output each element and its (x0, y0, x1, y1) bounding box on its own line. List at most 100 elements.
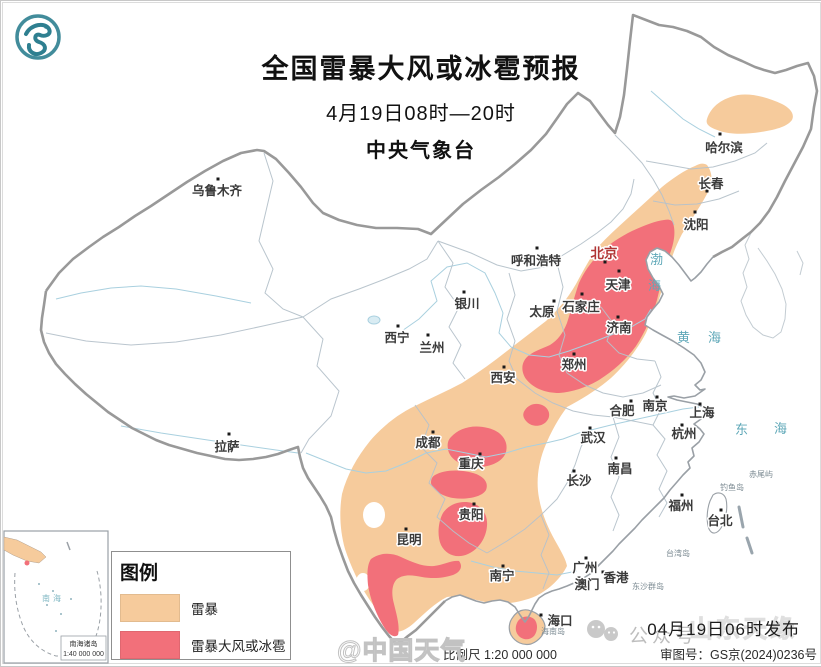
city-marker: 沈阳 (682, 210, 710, 234)
city-marker: 合肥 (608, 399, 636, 420)
city-marker: 澳门 (573, 576, 601, 594)
city-dot (227, 432, 231, 436)
wechat-account-watermark: 公众号 (629, 626, 699, 647)
city-dot (472, 502, 476, 506)
city-label: 南昌 (607, 461, 632, 476)
city-dot (216, 177, 220, 181)
sea-label: 海 (648, 278, 662, 293)
coastline (444, 247, 714, 623)
city-label: 合肥 (609, 403, 635, 418)
city-label: 呼和浩特 (511, 253, 562, 268)
city-marker: 杭州 (670, 423, 698, 443)
release-time: 04月19日06时发布 (647, 620, 800, 639)
rivers (55, 90, 716, 576)
sea-label: 黄 (677, 330, 691, 345)
city-label: 杭州 (671, 426, 696, 441)
city-marker: 海口 (539, 612, 574, 630)
city-label: 西宁 (384, 330, 409, 345)
city-dot (577, 576, 581, 580)
national-border-southwest (39, 290, 446, 646)
city-dot (693, 210, 697, 214)
map-meta-line: 比例尺 1:20 000 000 审图号：GS京(2024)0236号 (443, 644, 817, 663)
city-marker: 福州 (666, 493, 695, 515)
city-marker: 长沙 (565, 469, 593, 490)
city-marker: 西宁 (383, 324, 411, 347)
city-dot (588, 426, 592, 430)
island-label: 海南岛 (541, 626, 565, 636)
sea-labels: 渤海黄 海东海 (648, 252, 787, 437)
city-dot (539, 613, 543, 617)
city-marker: 贵阳 (457, 502, 485, 524)
city-label: 济南 (606, 320, 632, 335)
city-dot (698, 402, 702, 406)
city-label: 长沙 (566, 473, 592, 488)
city-marker: 拉萨 (213, 432, 241, 456)
national-border (44, 13, 819, 292)
city-marker: 乌鲁木齐 (190, 177, 244, 200)
city-label: 石家庄 (561, 299, 600, 314)
thunderstorm-swatch (120, 594, 180, 622)
city-marker: 北京 (589, 244, 619, 264)
city-marker: 武汉 (579, 426, 607, 447)
china-weather-logo (15, 14, 61, 60)
legend-row-gale-hail: 雷暴大风或冰雹 (120, 631, 290, 659)
city-dot (705, 189, 709, 193)
gale-hail-region (367, 553, 461, 637)
city-label: 成都 (415, 435, 441, 450)
city-marker: 济南 (605, 315, 633, 337)
city-label: 沈阳 (683, 217, 708, 232)
gale-hail-region (431, 470, 487, 499)
inset-scale: 1:40 000 000 (63, 651, 104, 658)
city-dot (404, 527, 408, 531)
city-marker: 广州 (571, 556, 599, 577)
inset-caption-box (60, 635, 107, 661)
city-label: 天津 (605, 277, 631, 292)
city-dot (572, 469, 576, 473)
island-label: 赤尾屿 (749, 470, 773, 479)
city-label: 拉萨 (214, 439, 240, 454)
sea-label: 海 (708, 330, 722, 345)
city-dot (680, 493, 684, 497)
city-dot (552, 299, 556, 303)
city-marker: 呼和浩特 (509, 246, 563, 270)
city-dot (655, 395, 659, 399)
city-label: 南京 (642, 398, 668, 413)
city-label: 昆明 (396, 532, 421, 547)
inset-mainland (3, 536, 47, 564)
city-label: 西安 (490, 370, 515, 385)
city-marker: 银川 (453, 290, 481, 313)
city-label: 上海 (689, 405, 715, 420)
city-dot (629, 399, 633, 403)
city-dot (502, 365, 506, 369)
gale-hail-region (523, 403, 550, 426)
city-marker: 香港 (601, 569, 631, 587)
city-dot (718, 132, 722, 136)
approval-number: 审图号：GS京(2024)0236号 (659, 648, 817, 662)
city-marker: 成都 (414, 430, 442, 452)
taiwan-island (706, 492, 728, 534)
city-marker: 太原 (528, 299, 556, 321)
title-block: 全国雷暴大风或冰雹预报 4月19日08时—20时 中央气象台 (211, 47, 631, 163)
scale-label: 比例尺 1:20 000 000 (443, 648, 557, 662)
city-label: 贵阳 (458, 507, 483, 522)
clear-pocket (356, 573, 370, 591)
inset-hainan (24, 560, 30, 566)
gale-hail-swatch (120, 631, 180, 659)
agency-name: 中央气象台 (366, 140, 476, 162)
city-marker: 南宁 (488, 564, 516, 585)
city-label: 海口 (547, 613, 572, 628)
city-dot (601, 570, 605, 574)
city-label: 兰州 (419, 340, 444, 355)
city-dot (614, 456, 618, 460)
city-marker: 郑州 (560, 352, 588, 374)
city-label: 郑州 (561, 357, 586, 372)
clear-pocket (363, 502, 385, 528)
legend: 图例 雷暴 雷暴大风或冰雹 (111, 551, 291, 660)
city-label: 哈尔滨 (705, 140, 743, 155)
gale-hail-region (447, 426, 507, 468)
inset-sea-label: 南海 (42, 593, 64, 603)
province-borders (45, 134, 768, 590)
city-dot (426, 333, 430, 337)
